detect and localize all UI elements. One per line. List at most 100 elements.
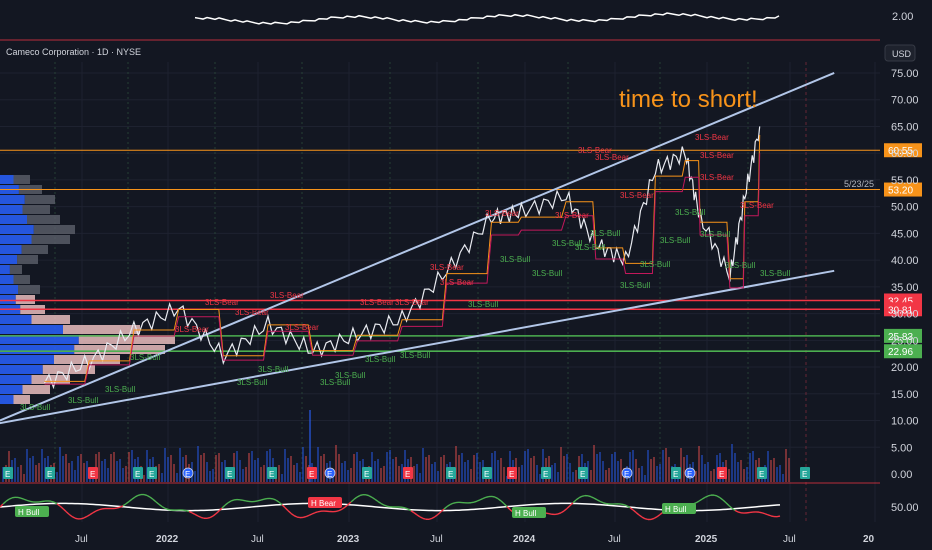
volume-spike (309, 410, 311, 482)
earnings-marker[interactable] (307, 467, 317, 479)
oscillator-segment (134, 494, 139, 498)
volume-bar (641, 466, 643, 482)
earnings-marker[interactable] (88, 467, 98, 479)
earnings-marker-label: E (5, 470, 10, 479)
earnings-marker[interactable] (578, 467, 588, 479)
volume-bar (518, 467, 520, 482)
volume-bar (344, 461, 346, 482)
earnings-marker[interactable] (507, 467, 517, 479)
volume-bar (164, 448, 166, 482)
earnings-marker[interactable] (147, 467, 157, 479)
earnings-marker[interactable] (800, 467, 810, 479)
earnings-marker[interactable] (446, 467, 456, 479)
oscillator-segment (704, 495, 709, 499)
volume-bar (419, 473, 421, 482)
top-indicator-pane: 2.00 (194, 11, 913, 25)
earnings-dividend-marker[interactable] (324, 467, 336, 479)
oscillator-segment (116, 506, 121, 509)
earnings-marker[interactable] (717, 467, 727, 479)
time-axis[interactable]: Jul 2022 Jul 2023 Jul 2024 Jul 2025 Jul 20 (0, 525, 932, 550)
level-badge (884, 328, 922, 343)
earnings-marker-label: E (484, 470, 489, 479)
volume-bar (389, 450, 391, 482)
volume-bar (26, 449, 28, 482)
earnings-marker[interactable] (3, 467, 13, 479)
volume-bar (293, 465, 295, 482)
oscillator-segment (89, 512, 94, 516)
volume-bar (566, 454, 568, 482)
volume-bar (638, 468, 640, 482)
oscillator-segment (227, 500, 232, 504)
volume-bar (575, 470, 577, 482)
oscillator-signal-label: H Bear (311, 499, 336, 508)
volume-bar (509, 451, 511, 482)
pattern-label-bear: 3LS-Bear (395, 298, 429, 307)
earnings-dividend-marker[interactable] (684, 467, 696, 479)
oscillator-segment (386, 505, 391, 508)
earnings-marker[interactable] (671, 467, 681, 479)
price-axis-tick: 15.00 (891, 389, 919, 401)
pattern-label-bull: 3LS-Bull (660, 236, 690, 245)
profile-bar-up (0, 235, 32, 244)
level-badge (884, 302, 922, 317)
earnings-marker-label: E (90, 470, 95, 479)
earnings-marker[interactable] (482, 467, 492, 479)
profile-bar-down (17, 255, 38, 264)
earnings-marker[interactable] (362, 467, 372, 479)
oscillator-segment (731, 507, 736, 511)
earnings-marker[interactable] (267, 467, 277, 479)
price-axis-tick: 75.00 (891, 68, 919, 80)
profile-bar-up (0, 205, 23, 214)
earnings-dividend-marker[interactable] (621, 467, 633, 479)
pattern-label-bear: 3LS-Bear (700, 173, 734, 182)
oscillator-segment (62, 508, 67, 513)
profile-bar-down (74, 345, 165, 354)
oscillator-segment (188, 510, 193, 514)
profile-bar-down (22, 385, 50, 394)
earnings-marker[interactable] (403, 467, 413, 479)
oscillator-segment (599, 500, 604, 504)
oscillator-segment (380, 502, 385, 506)
price-axis[interactable]: 0.00 5.00 10.00 15.00 20.00 25.00 30.00 35.00 40… (891, 68, 919, 481)
pattern-label-bear: 3LS-Bear (595, 153, 629, 162)
symbol-title[interactable]: Cameco Corporation · 1D · NYSE (6, 47, 141, 57)
earnings-marker-label: E (448, 470, 453, 479)
volume-bar (782, 474, 784, 482)
volume-bar (113, 452, 115, 482)
earnings-dividend-marker[interactable] (182, 467, 194, 479)
pattern-label-bear: 3LS-Bear (620, 191, 654, 200)
profile-bar-down (18, 285, 40, 294)
earnings-marker[interactable] (225, 467, 235, 479)
volume-bar (491, 453, 493, 482)
volume-bar (659, 464, 661, 482)
volume-bar (557, 472, 559, 482)
price-axis-tick: 25.00 (891, 335, 919, 347)
volume-bar (320, 456, 322, 482)
currency-button[interactable]: USD (884, 44, 916, 62)
price-axis-tick: 0.00 (891, 469, 912, 481)
pattern-label-bull: 3LS-Bull (68, 396, 98, 405)
oscillator-segment (500, 500, 505, 505)
earnings-marker[interactable] (757, 467, 767, 479)
oscillator-segment (191, 512, 196, 516)
earnings-marker[interactable] (133, 467, 143, 479)
pattern-label-bull: 3LS-Bull (552, 239, 582, 248)
volume-bar (788, 458, 790, 482)
oscillator-segment (695, 500, 700, 504)
oscillator-segment (353, 496, 358, 500)
pattern-label-bull: 3LS-Bull (760, 269, 790, 278)
volume-bar (755, 460, 757, 482)
earnings-marker[interactable] (45, 467, 55, 479)
volume-bar (260, 467, 262, 482)
volume-bar (221, 462, 223, 482)
oscillator-segment (275, 499, 280, 503)
oscillator-segment (638, 514, 643, 518)
earnings-marker[interactable] (541, 467, 551, 479)
volume-bar (287, 458, 289, 482)
oscillator-segment (65, 511, 70, 515)
oscillator-segment (230, 499, 235, 502)
oscillator-segment (302, 515, 307, 519)
time-axis-tick: Jul (251, 534, 264, 545)
oscillator-signal-badge (15, 506, 49, 517)
